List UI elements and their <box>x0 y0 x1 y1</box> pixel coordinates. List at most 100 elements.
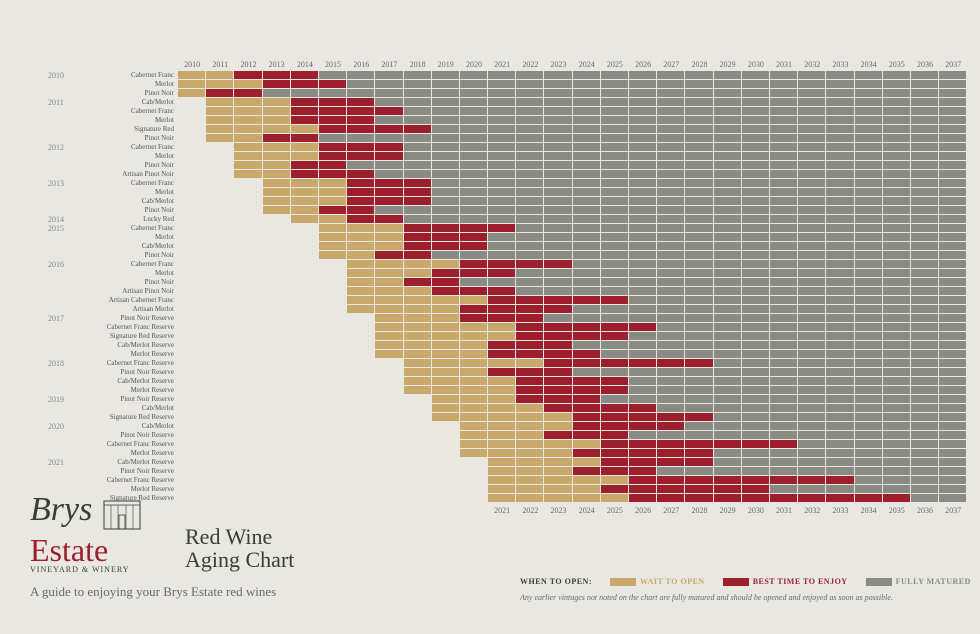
cell <box>685 431 712 439</box>
cell <box>488 170 515 178</box>
cell <box>291 485 318 493</box>
cell <box>657 458 684 466</box>
cell <box>657 134 684 142</box>
cell <box>798 431 825 439</box>
cell <box>798 395 825 403</box>
cell <box>685 377 712 385</box>
cell <box>291 404 318 412</box>
cell <box>629 107 656 115</box>
cell <box>488 296 515 304</box>
cell <box>573 215 600 223</box>
cell <box>432 467 459 475</box>
cell <box>714 359 741 367</box>
cell <box>544 215 571 223</box>
cell <box>939 134 966 142</box>
cell <box>488 251 515 259</box>
cell <box>319 467 346 475</box>
cell <box>573 188 600 196</box>
cell <box>601 89 628 97</box>
cell <box>432 251 459 259</box>
cell <box>291 224 318 232</box>
building-icon <box>102 495 142 536</box>
subtitle: A guide to enjoying your Brys Estate red… <box>30 584 276 600</box>
cell <box>573 305 600 313</box>
cell <box>347 287 374 295</box>
cell <box>883 224 910 232</box>
cell <box>516 269 543 277</box>
cell <box>516 134 543 142</box>
cell <box>629 485 656 493</box>
cell <box>432 80 459 88</box>
cell <box>601 350 628 358</box>
cell <box>178 368 205 376</box>
cell <box>911 278 938 286</box>
cell <box>573 287 600 295</box>
cell <box>657 98 684 106</box>
cell <box>883 413 910 421</box>
cell <box>573 395 600 403</box>
cell <box>544 395 571 403</box>
cell <box>911 395 938 403</box>
cell <box>234 251 261 259</box>
wine-name-label: Cab/Merlot <box>142 98 178 106</box>
cell <box>516 125 543 133</box>
cell <box>573 260 600 268</box>
cell <box>375 350 402 358</box>
cell <box>404 467 431 475</box>
cell <box>178 377 205 385</box>
cell <box>291 449 318 457</box>
vintage-year-label: 2019 <box>48 395 64 404</box>
cell <box>460 278 487 286</box>
cell <box>770 494 797 502</box>
cell <box>460 404 487 412</box>
cell <box>911 332 938 340</box>
cell <box>460 386 487 394</box>
cell <box>234 494 261 502</box>
cell <box>826 134 853 142</box>
title-line2: Aging Chart <box>185 548 294 571</box>
cell <box>629 251 656 259</box>
wine-name-label: Lucky Red <box>143 215 178 223</box>
cell <box>855 278 882 286</box>
cell <box>291 278 318 286</box>
logo-sub: VineYard & Winery <box>30 565 142 574</box>
cell <box>573 341 600 349</box>
cell <box>883 269 910 277</box>
cell <box>798 98 825 106</box>
cell <box>685 269 712 277</box>
cell <box>601 161 628 169</box>
cell <box>263 116 290 124</box>
cell <box>657 206 684 214</box>
cell <box>347 323 374 331</box>
cell <box>375 377 402 385</box>
cell <box>770 179 797 187</box>
cell <box>883 98 910 106</box>
cell <box>347 251 374 259</box>
cell <box>629 431 656 439</box>
cell <box>714 386 741 394</box>
cell <box>375 197 402 205</box>
wine-row: Cabernet Franc <box>178 107 968 115</box>
cell <box>855 341 882 349</box>
cell <box>911 494 938 502</box>
cell <box>516 260 543 268</box>
cell <box>375 215 402 223</box>
cell <box>488 269 515 277</box>
cell <box>573 80 600 88</box>
cell <box>516 323 543 331</box>
cell <box>855 197 882 205</box>
cell <box>629 224 656 232</box>
cell <box>460 197 487 205</box>
cell <box>404 98 431 106</box>
cell <box>629 458 656 466</box>
cell <box>544 80 571 88</box>
cell <box>826 431 853 439</box>
cell <box>629 170 656 178</box>
legend: WHEN TO OPEN: WAIT TO OPENBEST TIME TO E… <box>520 577 971 586</box>
cell <box>855 242 882 250</box>
cell <box>939 143 966 151</box>
cell <box>347 242 374 250</box>
cell <box>826 458 853 466</box>
cell <box>573 89 600 97</box>
wine-row: Pinot Noir <box>178 251 968 259</box>
